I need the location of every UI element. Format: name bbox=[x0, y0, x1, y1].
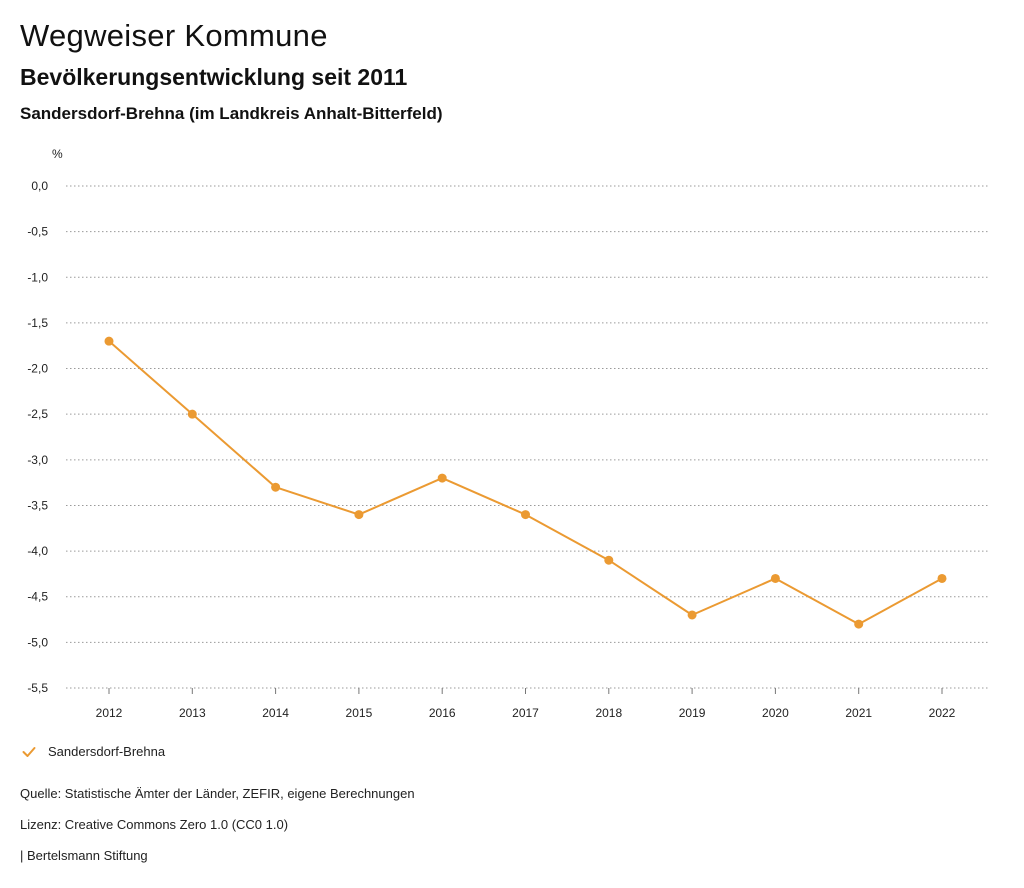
data-point bbox=[854, 619, 864, 629]
data-point bbox=[187, 409, 197, 419]
y-tick-label: -4,5 bbox=[27, 590, 48, 604]
y-tick-label: -2,5 bbox=[27, 407, 48, 421]
license-note: Lizenz: Creative Commons Zero 1.0 (CC0 1… bbox=[20, 817, 289, 832]
data-point bbox=[104, 336, 114, 346]
x-tick-label: 2015 bbox=[346, 706, 373, 720]
y-tick-label: -3,5 bbox=[27, 498, 48, 512]
legend-label: Sandersdorf-Brehna bbox=[48, 744, 166, 759]
data-point bbox=[770, 573, 780, 583]
brand-note: | Bertelsmann Stiftung bbox=[20, 848, 148, 863]
data-point bbox=[687, 610, 697, 620]
page-title: Wegweiser Kommune bbox=[20, 18, 328, 53]
x-tick-label: 2017 bbox=[512, 706, 539, 720]
checkmark-icon bbox=[22, 746, 36, 757]
y-tick-label: -2,0 bbox=[27, 362, 48, 376]
y-tick-label: -1,5 bbox=[27, 316, 48, 330]
legend[interactable]: Sandersdorf-Brehna bbox=[22, 744, 165, 759]
x-tick-label: 2021 bbox=[845, 706, 872, 720]
data-point bbox=[437, 473, 447, 483]
data-point bbox=[271, 482, 281, 492]
data-point bbox=[937, 573, 947, 583]
series-line bbox=[108, 340, 943, 626]
x-tick-label: 2020 bbox=[762, 706, 789, 720]
y-tick-label: -0,5 bbox=[27, 225, 48, 239]
region-label: Sandersdorf-Brehna (im Landkreis Anhalt-… bbox=[20, 104, 443, 123]
data-point bbox=[354, 510, 364, 520]
line-chart: % 0,0 -0,5 -1,0 -1,5 -2,0 -2,5 -3,0 -3,5 -4,0 -4,5… bbox=[27, 147, 990, 720]
chart-subtitle: Bevölkerungsentwicklung seit 2011 bbox=[20, 64, 408, 90]
source-note: Quelle: Statistische Ämter der Länder, Z… bbox=[20, 786, 415, 801]
x-tick-label: 2014 bbox=[262, 706, 289, 720]
x-tick-label: 2012 bbox=[96, 706, 123, 720]
y-tick-label: -3,0 bbox=[27, 453, 48, 467]
data-point bbox=[521, 510, 530, 520]
x-tick-label: 2019 bbox=[679, 706, 706, 720]
y-tick-label: -4,0 bbox=[27, 544, 48, 558]
x-tick-label: 2022 bbox=[929, 706, 956, 720]
y-tick-label: -5,5 bbox=[27, 681, 48, 695]
y-tick-label: -1,0 bbox=[27, 270, 48, 284]
y-tick-label: 0,0 bbox=[31, 179, 48, 193]
y-tick-label: -5,0 bbox=[27, 635, 48, 649]
y-axis-unit: % bbox=[52, 147, 63, 161]
data-point bbox=[604, 555, 614, 565]
x-tick-label: 2018 bbox=[595, 706, 622, 720]
x-tick-label: 2013 bbox=[179, 706, 206, 720]
x-tick-label: 2016 bbox=[429, 706, 456, 720]
